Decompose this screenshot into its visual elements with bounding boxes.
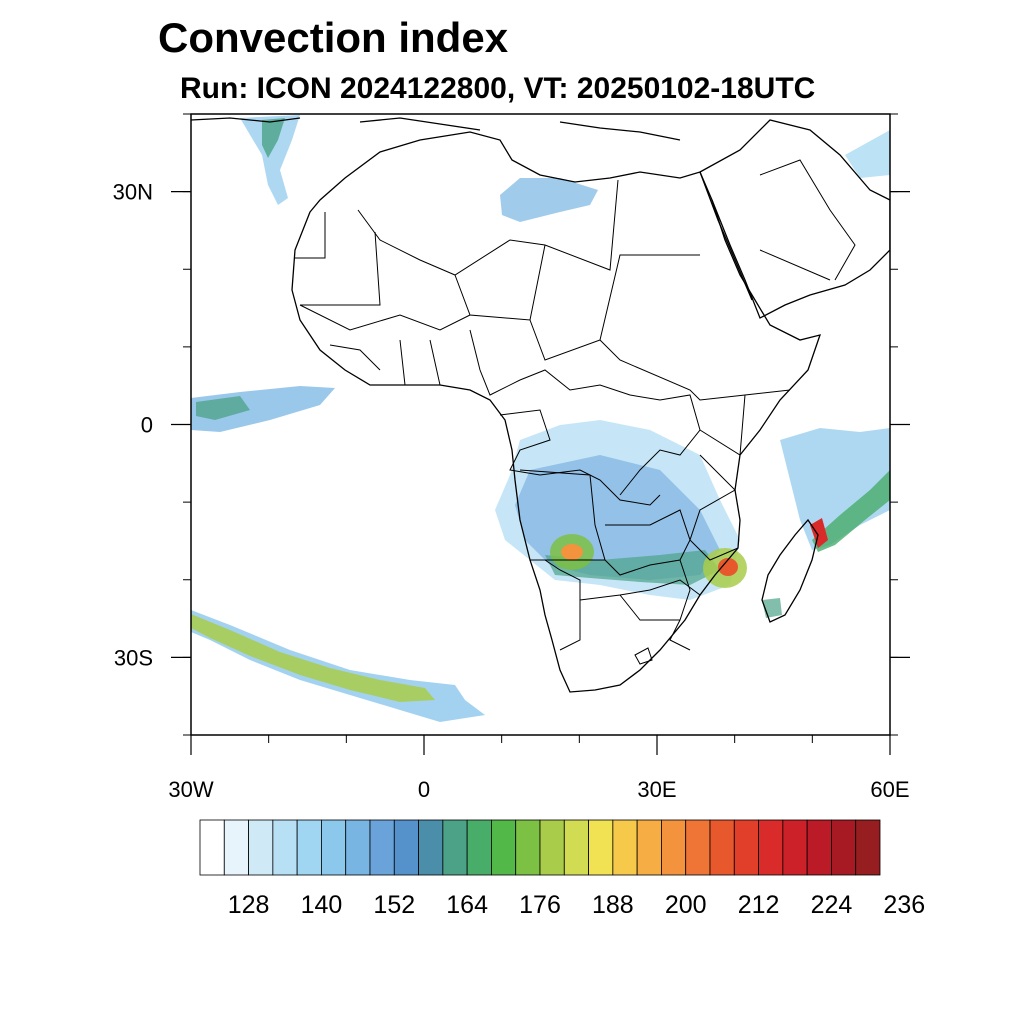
convection-south-atlantic-core [191, 614, 435, 702]
lon-tick-label: 60E [870, 777, 909, 802]
lon-tick-label: 30E [637, 777, 676, 802]
colorbar-swatch [855, 819, 881, 876]
convection-indian-ocean-core [810, 518, 828, 548]
convection-south-atlantic [191, 610, 485, 722]
convection-hotspot-angola-core [561, 544, 583, 560]
colorbar-swatch [393, 819, 419, 876]
colorbar-swatch [515, 819, 541, 876]
colorbar-swatch [296, 819, 322, 876]
colorbar-label: 188 [592, 891, 634, 919]
convection-arabia-north [845, 130, 890, 178]
madagascar-coastline [761, 518, 819, 623]
arabia-coastline [699, 119, 890, 319]
colorbar-label: 128 [228, 891, 270, 919]
colorbar-swatch [491, 819, 517, 876]
convection-field [191, 115, 890, 722]
lat-tick-label: 30N [113, 180, 153, 205]
red-sea-coast [699, 171, 753, 301]
colorbar-label: 212 [738, 891, 780, 919]
convection-hotspot-mozambique-core [718, 558, 738, 576]
colorbar-swatch [636, 819, 662, 876]
colorbar-swatch [272, 819, 298, 876]
colorbar-label: 152 [373, 891, 415, 919]
colorbar-swatch [733, 819, 759, 876]
lon-tick-label: 0 [418, 777, 430, 802]
colorbar-swatch [321, 819, 347, 876]
colorbar-swatch [588, 819, 614, 876]
colorbar-swatch [248, 819, 274, 876]
colorbar-swatch [758, 819, 784, 876]
border-zambia-zimbabwe [604, 509, 691, 576]
africa-coastline [291, 131, 822, 693]
coastlines [191, 117, 890, 693]
convection-north-atlantic-core [262, 118, 285, 158]
border-east-africa [689, 394, 746, 561]
colorbar-swatch [782, 819, 808, 876]
axis-ticks: 30W 0 30E 60E 30N 0 30S [113, 113, 910, 802]
colorbar-label: 200 [665, 891, 707, 919]
convection-libya [500, 178, 598, 222]
border-north-africa-2 [295, 212, 381, 306]
border-southern-africa [544, 559, 701, 651]
convection-north-atlantic [240, 115, 300, 205]
colorbar-swatch [345, 819, 371, 876]
border-north-africa-1 [357, 179, 619, 276]
colorbar-label: 164 [446, 891, 488, 919]
colorbar-swatch [661, 819, 687, 876]
colorbar-swatch [831, 819, 857, 876]
colorbar-label: 176 [519, 891, 561, 919]
colorbar-label: 140 [301, 891, 343, 919]
colorbar: 128 140 152 164 176 188 200 212 224 236 [199, 819, 925, 919]
border-congo [499, 409, 661, 506]
lat-tick-label: 0 [141, 413, 153, 438]
border-west-africa [329, 329, 521, 396]
map-title: Convection index [158, 14, 509, 61]
lesotho [634, 647, 653, 665]
border-sahel [454, 244, 700, 361]
country-borders [295, 159, 856, 665]
mediterranean-europe-coast [191, 117, 681, 141]
colorbar-swatch [539, 819, 565, 876]
border-angola [519, 469, 606, 561]
colorbar-swatch [612, 819, 638, 876]
convection-indian-ocean-band [812, 470, 890, 552]
colorbar-swatch [466, 819, 492, 876]
colorbar-swatch [369, 819, 395, 876]
colorbar-swatch [685, 819, 711, 876]
lat-tick-label: 30S [114, 645, 153, 670]
colorbar-swatch [199, 819, 225, 876]
colorbar-swatch [442, 819, 468, 876]
colorbar-swatch [418, 819, 444, 876]
border-central-africa [519, 369, 701, 496]
colorbar-swatch [223, 819, 249, 876]
convection-equatorial-atlantic-core [196, 396, 250, 420]
border-mozambique [669, 559, 691, 651]
colorbar-swatch [563, 819, 589, 876]
convection-angola-zambia [545, 550, 720, 585]
border-arabia [759, 159, 856, 281]
colorbar-label: 224 [811, 891, 853, 919]
colorbar-swatch [806, 819, 832, 876]
border-sahel-2 [299, 304, 791, 401]
convection-equatorial-atlantic [191, 386, 335, 432]
colorbar-swatch [709, 819, 735, 876]
map-subtitle: Run: ICON 2024122800, VT: 20250102-18UTC [180, 72, 816, 105]
colorbar-label: 236 [883, 891, 925, 919]
lon-tick-label: 30W [168, 777, 213, 802]
